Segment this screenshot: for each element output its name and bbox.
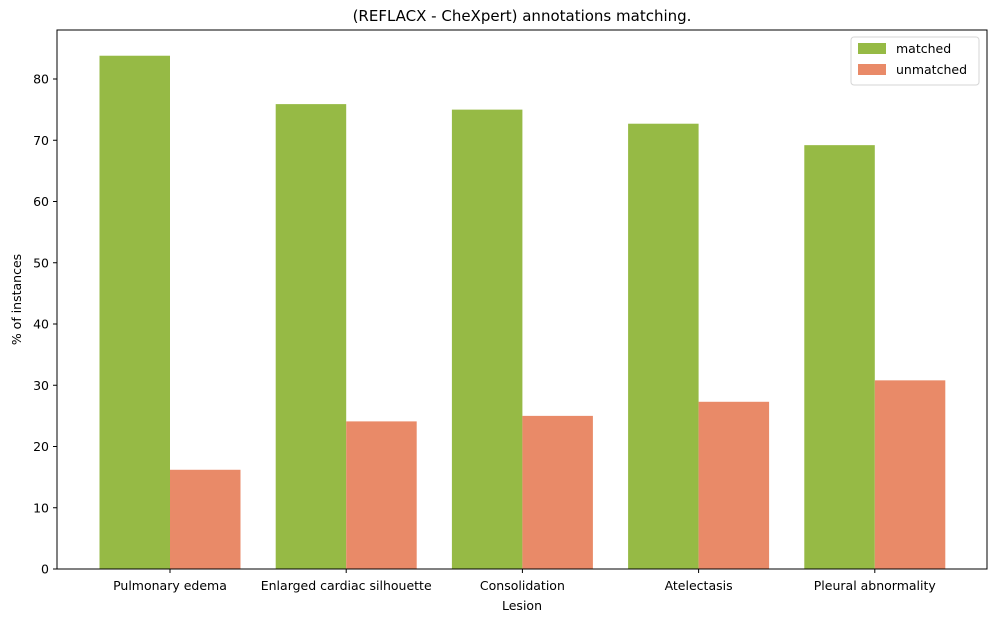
x-axis-label: Lesion: [502, 598, 542, 613]
legend-swatch-matched: [858, 43, 886, 54]
bar-unmatched-enlarged-cardiac-silhouette: [346, 421, 417, 569]
y-tick-label: 30: [33, 378, 49, 393]
y-tick-label: 10: [33, 500, 49, 515]
y-tick-label: 40: [33, 317, 49, 332]
x-tick-label: Atelectasis: [665, 578, 733, 593]
x-tick-label: Pleural abnormality: [814, 578, 937, 593]
bar-matched-consolidation: [451, 109, 523, 569]
bar-unmatched-atelectasis: [698, 401, 770, 569]
legend-label-unmatched: unmatched: [896, 62, 967, 77]
x-tick-label: Consolidation: [480, 578, 565, 593]
y-tick-label: 50: [33, 255, 49, 270]
bar-matched-pulmonary-edema: [99, 55, 170, 570]
legend-swatch-unmatched: [858, 64, 886, 75]
y-tick-label: 80: [33, 72, 49, 87]
bar-matched-atelectasis: [628, 123, 699, 570]
legend: matched unmatched: [850, 36, 980, 86]
chart-title: (REFLACX - CheXpert) annotations matchin…: [353, 7, 692, 25]
bar-unmatched-consolidation: [522, 415, 593, 569]
legend-label-matched: matched: [896, 41, 951, 56]
y-tick-label: 60: [33, 194, 49, 209]
y-tick-label: 70: [33, 133, 49, 148]
y-tick-label: 20: [33, 439, 49, 454]
x-tick-label: Enlarged cardiac silhouette: [261, 578, 432, 593]
y-axis-label: % of instances: [9, 254, 24, 345]
bar-unmatched-pleural-abnormality: [874, 380, 946, 569]
bar-matched-enlarged-cardiac-silhouette: [275, 104, 347, 570]
bar-unmatched-pulmonary-edema: [170, 469, 241, 569]
bar-matched-pleural-abnormality: [804, 145, 875, 569]
plot-frame: [56, 29, 988, 570]
x-tick-label: Pulmonary edema: [113, 578, 227, 593]
y-tick-label: 0: [41, 562, 49, 577]
